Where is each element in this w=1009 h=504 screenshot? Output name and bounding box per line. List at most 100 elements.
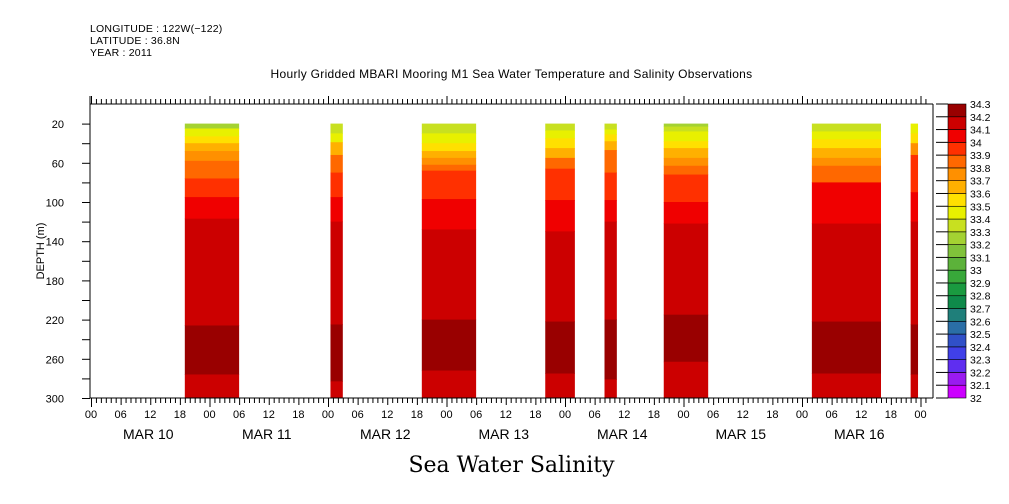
salinity-band xyxy=(184,123,240,129)
x-tick-label: 06 xyxy=(470,409,482,421)
x-tick-label: 00 xyxy=(559,409,571,421)
x-tick-label: 18 xyxy=(885,409,897,421)
salinity-band xyxy=(330,142,343,156)
salinity-band xyxy=(184,374,240,399)
x-tick-label: 06 xyxy=(233,409,245,421)
colorbar-swatch xyxy=(947,103,967,118)
salinity-band xyxy=(663,202,709,225)
colorbar-swatch xyxy=(947,359,967,373)
colorbar-swatch xyxy=(947,231,967,245)
x-tick-label: 12 xyxy=(618,409,630,421)
observation-block xyxy=(545,123,575,399)
salinity-band xyxy=(421,143,477,152)
salinity-band xyxy=(604,379,617,399)
y-axis-label: DEPTH (m) xyxy=(35,223,47,280)
salinity-band xyxy=(330,133,343,143)
salinity-band xyxy=(604,134,617,142)
salinity-band xyxy=(663,123,709,128)
colorbar-label: 34.2 xyxy=(970,112,991,124)
salinity-band xyxy=(421,199,477,230)
x-day-label: MAR 11 xyxy=(242,426,292,442)
salinity-band xyxy=(604,150,617,174)
colorbar-label: 33.9 xyxy=(970,150,991,162)
colorbar-label: 33.6 xyxy=(970,188,991,200)
colorbar-swatch xyxy=(947,269,967,284)
y-tick-label: 20 xyxy=(52,119,64,131)
salinity-band xyxy=(184,143,240,152)
x-day-label: MAR 16 xyxy=(834,426,885,442)
x-tick-label: 12 xyxy=(144,409,156,421)
colorbar-label: 33.5 xyxy=(970,201,991,213)
x-tick-label: 00 xyxy=(203,409,215,421)
salinity-band xyxy=(604,129,617,135)
salinity-band xyxy=(910,374,919,399)
salinity-band xyxy=(330,221,343,325)
x-tick-label: 12 xyxy=(737,409,749,421)
salinity-band xyxy=(604,319,617,380)
x-tick-label: 18 xyxy=(529,409,541,421)
salinity-band xyxy=(421,370,477,399)
salinity-band xyxy=(663,148,709,159)
salinity-band xyxy=(811,373,881,399)
salinity-band xyxy=(910,324,919,375)
x-tick-label: 18 xyxy=(174,409,186,421)
salinity-band xyxy=(545,168,575,201)
salinity-band xyxy=(184,160,240,179)
x-tick-label: 18 xyxy=(292,409,304,421)
data-blocks xyxy=(184,123,919,399)
salinity-band xyxy=(184,325,240,375)
x-tick-label: 00 xyxy=(440,409,452,421)
salinity-band xyxy=(545,157,575,170)
salinity-band xyxy=(184,136,240,144)
colorbar-swatch xyxy=(947,333,967,348)
colorbar-label: 33.7 xyxy=(970,176,991,188)
x-day-label: MAR 10 xyxy=(123,426,174,442)
x-tick-label: 18 xyxy=(766,409,778,421)
salinity-band xyxy=(330,197,343,223)
colorbar-label: 32 xyxy=(970,393,982,405)
colorbar-swatch xyxy=(947,384,967,399)
salinity-band xyxy=(545,231,575,323)
salinity-band xyxy=(811,165,881,183)
colorbar-label: 32.6 xyxy=(970,316,991,328)
salinity-band xyxy=(663,314,709,363)
salinity-band xyxy=(604,221,617,321)
y-tick-label: 220 xyxy=(46,315,64,327)
x-tick-label: 18 xyxy=(411,409,423,421)
salinity-band xyxy=(545,373,575,399)
colorbar-label: 33.1 xyxy=(970,252,991,264)
salinity-band xyxy=(910,143,919,156)
salinity-band xyxy=(330,324,343,382)
salinity-band xyxy=(604,123,617,130)
salinity-band xyxy=(184,197,240,220)
x-tick-label: 06 xyxy=(826,409,838,421)
colorbar-label: 34.3 xyxy=(970,99,991,111)
salinity-band xyxy=(604,172,617,201)
colorbar-swatch xyxy=(947,167,967,181)
colorbar-label: 32.3 xyxy=(970,355,991,367)
colorbar-label: 32.8 xyxy=(970,291,991,303)
salinity-band xyxy=(421,229,477,321)
salinity-band xyxy=(421,157,477,166)
y-tick-label: 100 xyxy=(46,198,64,210)
colorbar-swatch xyxy=(947,205,967,220)
y-tick-label: 140 xyxy=(46,237,64,249)
salinity-band xyxy=(545,321,575,374)
colorbar-swatch xyxy=(947,193,967,207)
salinity-band xyxy=(663,223,709,316)
salinity-band xyxy=(604,200,617,223)
plot-axes: 00 06 12 18 00 06 12 18 00 06 12 18 00 06 12 18 00 06 12 18… xyxy=(46,96,934,442)
colorbar-label: 32.4 xyxy=(970,342,991,354)
colorbar-label: 33.3 xyxy=(970,227,991,239)
x-tick-label: 12 xyxy=(500,409,512,421)
colorbar-label: 34 xyxy=(970,137,982,149)
salinity-band xyxy=(545,130,575,139)
salinity-band xyxy=(663,165,709,176)
observation-block xyxy=(330,123,343,399)
salinity-band xyxy=(663,157,709,167)
x-tick-label: 06 xyxy=(115,409,127,421)
salinity-band xyxy=(421,319,477,372)
salinity-band xyxy=(910,133,919,144)
x-tick-label: 00 xyxy=(322,409,334,421)
salinity-band xyxy=(184,128,240,137)
